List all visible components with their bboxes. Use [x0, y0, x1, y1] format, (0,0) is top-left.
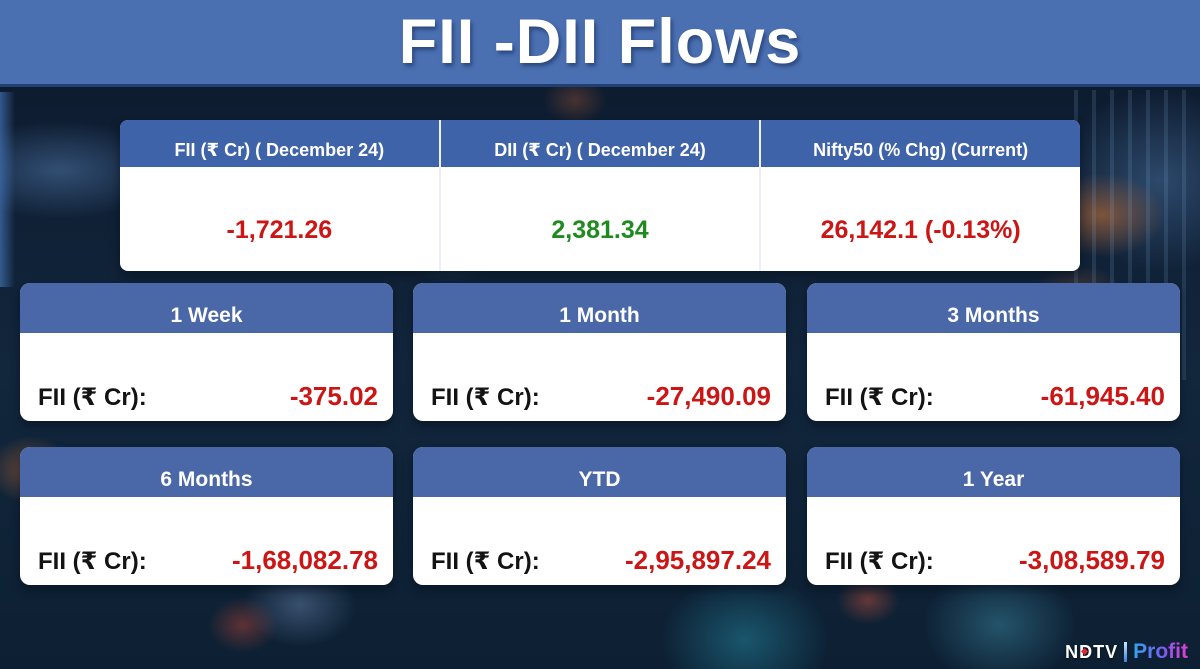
dii-column-value: 2,381.34 [551, 215, 649, 244]
fii-cr-value: -2,95,897.24 [624, 545, 771, 575]
fii-cr-value: -61,945.40 [1040, 381, 1165, 411]
period-card-1-week: 1 Week FII (₹ Cr): -375.02 [20, 283, 393, 421]
fii-cr-value: -3,08,589.79 [1018, 545, 1165, 575]
fii-cr-value: -1,68,082.78 [231, 545, 378, 575]
period-card-body: FII (₹ Cr): -1,68,082.78 [20, 497, 393, 585]
title-bar: FII -DII Flows [0, 0, 1200, 87]
ndtv-wordmark-wrap: NDTV [1065, 642, 1118, 663]
summary-column-dii: DII (₹ Cr) ( December 24) 2,381.34 [438, 120, 760, 271]
fii-column-header: FII (₹ Cr) ( December 24) [120, 120, 439, 167]
period-card-1-year: 1 Year FII (₹ Cr): -3,08,589.79 [807, 447, 1180, 585]
period-card-1-month: 1 Month FII (₹ Cr): -27,490.09 [413, 283, 786, 421]
logo-divider [1124, 642, 1128, 662]
period-card-title: 1 Week [20, 283, 393, 333]
ndtv-profit-logo: NDTV Profit [1065, 640, 1188, 664]
period-card-3-months: 3 Months FII (₹ Cr): -61,945.40 [807, 283, 1180, 421]
nifty50-column-header: Nifty50 (% Chg) (Current) [761, 120, 1080, 167]
period-card-title: 1 Year [807, 447, 1180, 497]
period-card-title: 6 Months [20, 447, 393, 497]
period-card-title: 1 Month [413, 283, 786, 333]
period-card-title: YTD [413, 447, 786, 497]
period-card-title: 3 Months [807, 283, 1180, 333]
period-card-body: FII (₹ Cr): -2,95,897.24 [413, 497, 786, 585]
fii-cr-label: FII (₹ Cr): [431, 548, 540, 575]
nifty50-column-value: 26,142.1 (-0.13%) [820, 215, 1021, 244]
fii-cr-label: FII (₹ Cr): [38, 548, 147, 575]
page-title: FII -DII Flows [398, 7, 802, 77]
summary-column-fii: FII (₹ Cr) ( December 24) -1,721.26 [120, 120, 439, 271]
summary-table: FII (₹ Cr) ( December 24) -1,721.26 DII … [120, 120, 1080, 271]
fii-column-value: -1,721.26 [226, 215, 333, 244]
left-blue-stripe-background [0, 92, 15, 287]
period-card-ytd: YTD FII (₹ Cr): -2,95,897.24 [413, 447, 786, 585]
dii-column-header: DII (₹ Cr) ( December 24) [440, 120, 760, 167]
fii-cr-label: FII (₹ Cr): [38, 384, 147, 411]
period-card-body: FII (₹ Cr): -3,08,589.79 [807, 497, 1180, 585]
fii-cr-value: -375.02 [289, 381, 378, 411]
fii-cr-label: FII (₹ Cr): [431, 384, 540, 411]
period-card-body: FII (₹ Cr): -61,945.40 [807, 333, 1180, 421]
fii-cr-label: FII (₹ Cr): [825, 548, 934, 575]
period-card-6-months: 6 Months FII (₹ Cr): -1,68,082.78 [20, 447, 393, 585]
ndtv-wordmark: NDTV [1065, 641, 1119, 662]
profit-wordmark: Profit [1133, 640, 1188, 663]
period-card-body: FII (₹ Cr): -27,490.09 [413, 333, 786, 421]
summary-column-nifty50: Nifty50 (% Chg) (Current) 26,142.1 (-0.1… [759, 120, 1080, 271]
fii-cr-label: FII (₹ Cr): [825, 384, 934, 411]
period-card-body: FII (₹ Cr): -375.02 [20, 333, 393, 421]
fii-cr-value: -27,490.09 [646, 381, 771, 411]
